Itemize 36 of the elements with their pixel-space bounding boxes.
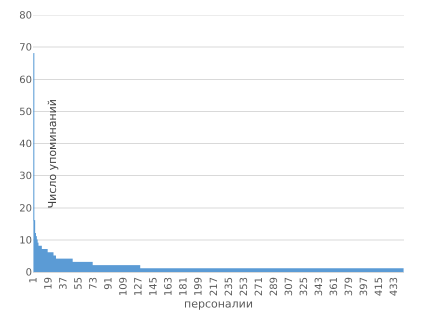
x-tick-label: 271	[254, 277, 265, 296]
x-tick-label: 127	[134, 277, 145, 296]
y-tick-label: 20	[19, 203, 32, 214]
y-tick-label: 0	[26, 268, 32, 278]
y-tick-label: 10	[19, 235, 32, 246]
x-tick-label: 217	[208, 277, 220, 296]
x-tick-label: 289	[268, 277, 280, 296]
x-tick-label: 19	[44, 277, 55, 290]
x-tick-label: 109	[118, 277, 130, 296]
y-axis-title: Число упоминаний	[46, 99, 59, 208]
x-tick-label: 307	[284, 277, 295, 296]
x-tick-label: 37	[58, 277, 70, 290]
x-tick-label: 397	[358, 277, 370, 296]
y-tick-label: 80	[19, 10, 32, 22]
x-tick-label: 433	[388, 277, 400, 296]
x-tick-label: 343	[314, 277, 325, 296]
x-tick-label: 235	[224, 277, 235, 296]
x-tick-label: 379	[344, 277, 355, 296]
x-tick-label: 181	[178, 277, 190, 296]
x-tick-label: 73	[88, 277, 100, 290]
x-tick-label: 145	[148, 277, 160, 296]
x-tick-label: 361	[328, 277, 340, 296]
x-tick-label: 253	[238, 277, 250, 296]
y-tick-label: 30	[19, 171, 32, 182]
x-tick-label: 199	[194, 277, 205, 296]
y-tick-label: 60	[19, 74, 32, 86]
x-tick-label: 415	[374, 277, 385, 296]
x-tick-label: 163	[164, 277, 175, 296]
x-tick-label: 325	[298, 277, 310, 296]
y-tick-label: 50	[19, 106, 32, 118]
x-tick-label: 1	[28, 277, 40, 284]
y-tick-label: 40	[19, 139, 32, 150]
x-tick-label: 55	[74, 277, 85, 290]
x-tick-label: 91	[104, 277, 115, 290]
y-tick-label: 70	[19, 42, 32, 54]
x-axis-title: персоналии	[184, 297, 253, 310]
